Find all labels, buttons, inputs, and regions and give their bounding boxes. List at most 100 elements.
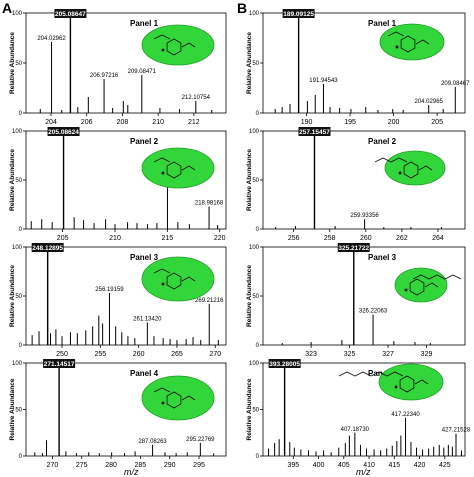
spectrum-panel: Relative Abundance 0 50 100 395 400 405 410 415 4… [246, 359, 471, 469]
benzene-ring-icon [409, 278, 425, 296]
side-chain-icon [181, 395, 196, 401]
x-tick-label: 204 [45, 119, 57, 126]
y-tick-label: 0 [19, 111, 23, 117]
spectrum-panel: Relative Abundance 0 50 100 204 206 208 210 212 2… [9, 9, 227, 126]
y-tick-label: 100 [12, 361, 23, 367]
side-chain-icon [181, 42, 196, 48]
y-tick-label: 100 [12, 129, 23, 135]
base-peak-label-bg [337, 243, 370, 252]
side-chain-icon [424, 282, 439, 288]
prenyl-hydroxyphenyl-icon [379, 23, 445, 61]
x-axis-label-a: m/z [124, 467, 139, 477]
isoprenoid-chain-icon [374, 157, 408, 163]
spectrum-panel: Relative Abundance050100205210215220215.… [9, 127, 227, 242]
x-tick-label: 265 [171, 351, 183, 358]
side-chain-icon [418, 165, 433, 171]
peak-label: 417.22340 [391, 412, 420, 418]
peak-label: 295.22769 [186, 437, 215, 443]
y-tick-label: 50 [252, 294, 259, 300]
panels: Relative Abundance 0 50 100 204 206 208 210 212 2… [9, 9, 471, 469]
hydroxyl-icon [404, 288, 408, 292]
plot-frame [262, 12, 466, 114]
benzene-ring-icon [166, 272, 182, 290]
x-axis-label-b: m/z [356, 467, 371, 477]
base-peak-label-bg [47, 127, 80, 136]
isoprenoid-chain-icon [412, 274, 462, 280]
x-tick-label: 410 [363, 462, 375, 469]
x-tick-label: 280 [105, 462, 117, 469]
x-tick-label: 195 [344, 119, 356, 126]
y-axis-label: Relative Abundance [9, 378, 16, 440]
x-tick-label: 323 [305, 351, 317, 358]
geranylgeranyl-hydroxyphenyl-icon [378, 363, 444, 401]
x-tick-label: 200 [388, 119, 400, 126]
panel-label: Panel 3 [130, 253, 159, 262]
x-tick-label: 206 [81, 119, 93, 126]
x-tick-label: 270 [47, 462, 59, 469]
x-tick-label: 327 [382, 351, 394, 358]
hydroxyl-icon [161, 171, 165, 175]
hydroxyl-icon [161, 48, 165, 52]
prenylated-tryptophan-icon [141, 375, 215, 421]
x-tick-label: 208 [117, 119, 129, 126]
x-tick-label: 220 [214, 235, 226, 242]
column-label-b: B [237, 0, 247, 16]
isoprenoid-chain-icon [153, 34, 171, 40]
x-tick-label: 210 [152, 119, 164, 126]
y-tick-label: 50 [15, 61, 22, 67]
panel-label: Panel 2 [368, 137, 397, 146]
panel-label: Panel 3 [368, 253, 397, 262]
panel-label: Panel 4 [130, 369, 159, 378]
y-tick-label: 0 [256, 343, 260, 349]
y-tick-label: 0 [19, 343, 23, 349]
y-tick-label: 100 [249, 361, 260, 367]
benzene-ring-icon [400, 35, 416, 53]
peak-label: 287.08263 [138, 439, 167, 445]
base-peak-label-bg [43, 359, 76, 368]
peak-label: 218.98168 [195, 200, 224, 206]
x-tick-label: 255 [94, 351, 106, 358]
peak-label: 209.08471 [128, 69, 157, 75]
x-tick-label: 425 [439, 462, 451, 469]
panel-label: Panel 2 [130, 137, 159, 146]
peak-label: 204.02965 [415, 99, 444, 105]
y-axis-label: Relative Abundance [246, 378, 253, 440]
x-tick-label: 256 [288, 235, 300, 242]
hydroxyl-icon [398, 171, 402, 175]
y-axis-label: Relative Abundance [246, 32, 253, 94]
benzene-ring-icon [403, 161, 419, 179]
x-tick-label: 329 [421, 351, 433, 358]
peak-label: 269.21216 [195, 298, 224, 304]
benzene-ring-icon [166, 161, 182, 179]
hydroxyl-icon [161, 401, 165, 405]
geranyl-hydroxyphenyl-icon [384, 150, 446, 186]
panel-label: Panel 1 [130, 19, 159, 28]
y-tick-label: 100 [12, 11, 23, 17]
y-tick-label: 50 [252, 61, 259, 67]
base-peak-label: 257.15457 [299, 129, 330, 136]
y-axis-label: Relative Abundance [246, 149, 253, 211]
peak-label: 326.22063 [359, 309, 388, 315]
y-tick-label: 100 [12, 245, 23, 251]
peak-label: 209.08467 [441, 81, 470, 87]
x-tick-label: 190 [301, 119, 313, 126]
base-peak-label: 393.28005 [269, 361, 300, 368]
x-tick-label: 260 [133, 351, 145, 358]
isoprenoid-chain-icon [153, 157, 171, 163]
y-tick-label: 50 [15, 408, 22, 414]
y-tick-label: 0 [19, 227, 23, 233]
peak-label: 206.97216 [90, 73, 119, 79]
hydroxyl-icon [161, 282, 165, 286]
base-peak-label-bg [298, 127, 331, 136]
y-tick-label: 50 [15, 294, 22, 300]
y-axis-label: Relative Abundance [246, 265, 253, 327]
x-tick-label: 400 [313, 462, 325, 469]
spectrum-panel: Relative Abundance 0 50 100 250 255 260 265 270 2… [9, 243, 227, 358]
spectrum-panel: Relative Abundance 0 50 100 190 195 200 205 191.… [246, 9, 470, 126]
x-tick-label: 250 [56, 351, 68, 358]
base-peak-label-bg [54, 9, 87, 18]
x-tick-label: 270 [209, 351, 221, 358]
x-tick-label: 290 [164, 462, 176, 469]
